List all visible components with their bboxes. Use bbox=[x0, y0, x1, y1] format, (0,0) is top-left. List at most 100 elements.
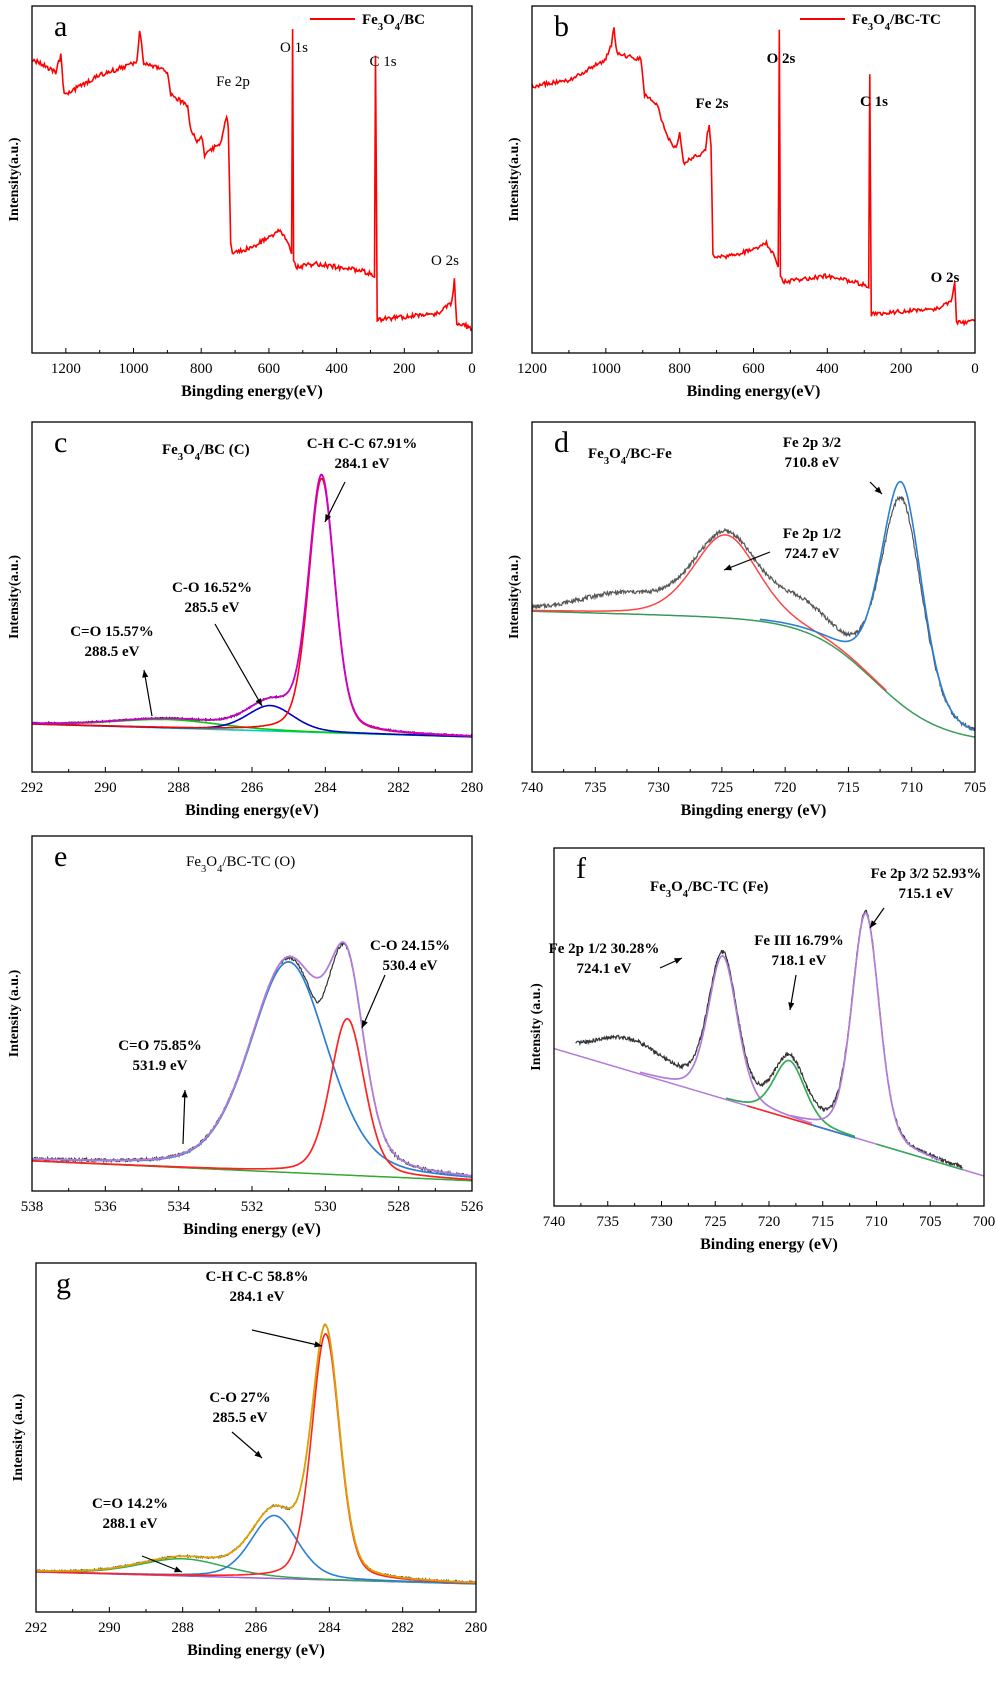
x-tick-label: 1200 bbox=[51, 361, 81, 377]
x-tick-label: 282 bbox=[387, 780, 410, 796]
annotation-arrowhead bbox=[314, 1341, 322, 1348]
annotation-arrowhead bbox=[174, 1566, 182, 1573]
chart-panel-a: 1200 1000 800 600 400 200 0 Bingding energy(eV)… bbox=[7, 5, 476, 400]
x-tick-label: 720 bbox=[758, 1214, 781, 1230]
peak-annotation: O 2s bbox=[931, 270, 960, 286]
x-tick-label: 725 bbox=[711, 780, 734, 796]
x-tick-label: 705 bbox=[919, 1214, 942, 1230]
annotation-arrowhead bbox=[674, 958, 682, 964]
series-line-Fe3O4/BC-TC bbox=[532, 27, 975, 327]
x-tick-label: 730 bbox=[650, 1214, 673, 1230]
plot-frame bbox=[31, 835, 473, 1192]
panel-letter: e bbox=[54, 840, 67, 873]
x-tick-label: 528 bbox=[387, 1199, 410, 1215]
panel-letter: d bbox=[554, 426, 569, 459]
ann-cdo-label: C=O 15.57% bbox=[70, 624, 154, 640]
annotation-arrow bbox=[182, 1089, 186, 1145]
ann-fe3-label: Fe III 16.79% bbox=[754, 933, 844, 949]
x-axis-label: Binding energy(eV) bbox=[185, 802, 319, 819]
x-tick-label: 286 bbox=[241, 780, 264, 796]
x-tick-label: 284 bbox=[318, 1620, 341, 1636]
ann-ch-value: 284.1 eV bbox=[335, 456, 390, 472]
ann-cdo-label: C=O 14.2% bbox=[92, 1496, 168, 1512]
x-tick-label: 0 bbox=[971, 361, 979, 377]
ann-cdo-value: 531.9 eV bbox=[133, 1058, 188, 1074]
ann-co-label: C-O 24.15% bbox=[370, 938, 450, 954]
legend-entry: Fe3O4/BC-TC bbox=[852, 12, 941, 33]
panel-letter: g bbox=[56, 1267, 71, 1300]
x-tick-label: 725 bbox=[704, 1214, 727, 1230]
x-tick-label: 200 bbox=[393, 361, 416, 377]
chart-panel-c: 292 290 288 286 284 282 280 Binding energy(eV) I… bbox=[7, 421, 484, 819]
x-tick-label: 530 bbox=[314, 1199, 337, 1215]
y-axis-label: Intensity (a.u.) bbox=[11, 1393, 26, 1481]
x-tick-label: 1000 bbox=[591, 361, 621, 377]
x-tick-label: 292 bbox=[21, 780, 44, 796]
chart-panel-b: 1200 1000 800 600 400 200 0 Binding energy(eV) I… bbox=[507, 5, 979, 400]
annotation-arrow bbox=[361, 974, 386, 1029]
series-line-Fe3O4/BC bbox=[32, 29, 472, 332]
series-line-raw bbox=[32, 473, 472, 738]
x-axis-label: Binding energy (eV) bbox=[187, 1642, 325, 1659]
series-line-envelope bbox=[32, 473, 472, 737]
series-line-envelope bbox=[36, 1323, 476, 1584]
panel-subtitle: Fe3O4/BC (C) bbox=[162, 442, 250, 463]
series-group bbox=[32, 29, 472, 332]
x-tick-label: 730 bbox=[647, 780, 670, 796]
ann-fe32-value: 715.1 eV bbox=[899, 886, 954, 902]
annotation-arrowhead bbox=[254, 1450, 262, 1458]
plot-frame bbox=[531, 421, 976, 773]
x-tick-label: 538 bbox=[21, 1199, 44, 1215]
x-tick-label: 526 bbox=[461, 1199, 484, 1215]
ann-ch-value: 284.1 eV bbox=[230, 1289, 285, 1305]
annotation-arrowhead bbox=[255, 698, 262, 706]
x-tick-label: 280 bbox=[461, 780, 484, 796]
x-tick-label: 288 bbox=[167, 780, 190, 796]
ann-ch-label: C-H C-C 67.91% bbox=[307, 436, 417, 452]
series-group bbox=[532, 27, 975, 327]
ann-co-value: 285.5 eV bbox=[185, 600, 240, 616]
annotation-arrow bbox=[324, 481, 346, 523]
ann-cdo-label: C=O 75.85% bbox=[118, 1038, 202, 1054]
panel-letter: b bbox=[554, 10, 569, 43]
chart-panel-g: 292 290 288 286 284 282 280 Binding energy (eV)… bbox=[11, 1262, 487, 1659]
ann-fe32-label: Fe 2p 3/2 52.93% bbox=[871, 866, 982, 882]
x-tick-label: 720 bbox=[774, 780, 797, 796]
annotation-arrow bbox=[143, 669, 153, 717]
x-tick-label: 700 bbox=[973, 1214, 996, 1230]
peak-annotation: O 2s bbox=[767, 51, 796, 67]
y-axis-label: Intensity(a.u.) bbox=[507, 137, 522, 221]
ann-co-label: C-O 16.52% bbox=[172, 580, 252, 596]
annotation-arrow bbox=[251, 1329, 323, 1347]
panel-subtitle: Fe3O4/BC-Fe bbox=[588, 446, 672, 467]
y-axis-label: Intensity(a.u.) bbox=[7, 137, 22, 221]
x-tick-label: 715 bbox=[837, 780, 860, 796]
panel-letter: c bbox=[54, 426, 67, 459]
chart-panel-f: 740 735 730 725 720 715 710 705 700 Binding energ… bbox=[529, 847, 996, 1253]
x-tick-label: 1200 bbox=[517, 361, 547, 377]
annotation-arrowhead bbox=[142, 670, 149, 678]
x-tick-label: 282 bbox=[391, 1620, 414, 1636]
series-line-Fe-2p-1-2 bbox=[639, 955, 813, 1125]
series-group bbox=[32, 473, 472, 738]
panel-subtitle: Fe3O4/BC-TC (Fe) bbox=[650, 879, 768, 900]
panel-subtitle: Fe3O4/BC-TC (O) bbox=[186, 854, 295, 875]
x-tick-label: 400 bbox=[325, 361, 348, 377]
series-group bbox=[32, 941, 472, 1182]
ann-fe32-label: Fe 2p 3/2 bbox=[783, 435, 841, 451]
annotation-arrowhead bbox=[362, 1020, 368, 1028]
panel-letter: f bbox=[576, 852, 586, 885]
annotation-arrow bbox=[723, 551, 771, 571]
ann-fe12-value: 724.1 eV bbox=[577, 961, 632, 977]
x-tick-label: 290 bbox=[98, 1620, 121, 1636]
x-axis-label: Bingding energy(eV) bbox=[181, 383, 323, 400]
x-tick-label: 710 bbox=[865, 1214, 888, 1230]
ann-fe32-value: 710.8 eV bbox=[785, 455, 840, 471]
series-line-Fe-2p-3-2 bbox=[790, 912, 942, 1162]
annotation-arrowhead bbox=[788, 1002, 795, 1010]
series-group bbox=[554, 909, 984, 1177]
peak-annotation: C 1s bbox=[860, 94, 888, 110]
peak-annotation: C 1s bbox=[369, 54, 396, 70]
x-tick-label: 740 bbox=[521, 780, 544, 796]
